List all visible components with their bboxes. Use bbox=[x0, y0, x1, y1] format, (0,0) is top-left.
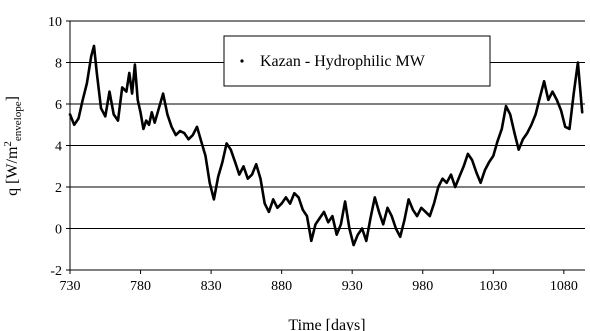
y-axis-label-sup: 2 bbox=[2, 141, 14, 147]
y-tick-label: 10 bbox=[48, 15, 62, 30]
x-tick-label: 1030 bbox=[479, 279, 507, 294]
x-tick-label: 780 bbox=[130, 279, 151, 294]
series-layer bbox=[68, 44, 584, 247]
plot-area bbox=[69, 21, 585, 274]
x-tick-label: 980 bbox=[412, 279, 433, 294]
legend-label: Kazan - Hydrophilic MW bbox=[260, 53, 426, 70]
x-tick-label: 880 bbox=[271, 279, 292, 294]
y-tick-label: 4 bbox=[55, 140, 62, 155]
y-tick-label: 2 bbox=[55, 181, 62, 196]
y-axis-label-end: ] bbox=[4, 96, 21, 101]
y-tick-label: 6 bbox=[55, 98, 62, 113]
y-axis-label: q [W/m2envelope] bbox=[2, 96, 24, 196]
gridlines bbox=[66, 20, 585, 271]
y-axis-label-main: q [W/m bbox=[4, 146, 21, 196]
y-axis-label-sub: envelope bbox=[12, 101, 24, 141]
y-tick-label: 0 bbox=[55, 223, 62, 238]
x-axis-label: Time [days] bbox=[288, 317, 365, 331]
x-tick-label: 730 bbox=[60, 279, 81, 294]
legend-marker bbox=[240, 59, 244, 63]
x-tick-labels: 730 780 830 880 930 980 1030 1080 bbox=[60, 279, 578, 294]
y-tick-labels: -2 0 2 4 6 8 10 bbox=[48, 15, 62, 279]
legend: Kazan - Hydrophilic MW bbox=[223, 35, 491, 87]
x-tick-label: 1080 bbox=[550, 279, 578, 294]
series-line bbox=[68, 44, 584, 247]
y-tick-label: -2 bbox=[50, 264, 62, 279]
y-tick-label: 8 bbox=[55, 57, 62, 72]
x-tick-label: 930 bbox=[342, 279, 363, 294]
x-tick-label: 830 bbox=[201, 279, 222, 294]
legend-box bbox=[223, 35, 491, 87]
